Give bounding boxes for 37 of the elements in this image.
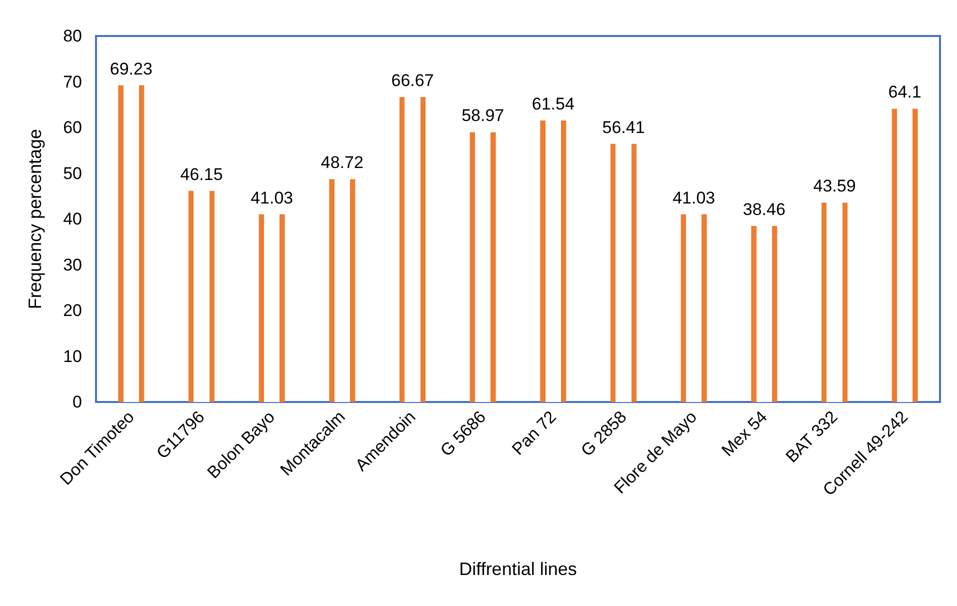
y-tick-label: 50 <box>63 164 82 183</box>
bar <box>400 96 426 402</box>
bar <box>680 214 707 402</box>
y-tick-label: 40 <box>63 210 82 228</box>
y-tick-label: 80 <box>63 26 82 46</box>
y-tick-label: 10 <box>63 346 82 366</box>
bar <box>329 179 356 402</box>
bar <box>258 214 285 402</box>
y-tick-label: 20 <box>63 301 82 320</box>
data-label: 48.72 <box>320 153 364 172</box>
data-label: 46.15 <box>180 164 223 184</box>
y-tick-label: 60 <box>63 118 82 137</box>
x-axis-title: Diffrential lines <box>459 559 577 579</box>
data-label: 38.46 <box>742 200 786 220</box>
bar <box>540 120 566 402</box>
y-tick-label: 70 <box>63 72 82 92</box>
data-label: 58.97 <box>462 106 504 126</box>
data-label: 61.54 <box>532 94 574 114</box>
data-label: 41.03 <box>250 188 294 208</box>
y-tick-label: 30 <box>63 255 82 274</box>
data-label: 69.23 <box>110 59 152 78</box>
x-tick-label: Pan 72 <box>508 407 560 459</box>
y-axis-title: Frequency percentage <box>25 128 45 310</box>
bar <box>470 132 496 402</box>
data-label: 56.41 <box>602 118 645 137</box>
data-label: 43.59 <box>813 176 856 196</box>
bar <box>892 108 918 402</box>
data-label: 66.67 <box>391 70 434 90</box>
data-label: 64.1 <box>888 82 922 102</box>
bar <box>188 190 214 402</box>
bar <box>610 144 636 402</box>
bar <box>751 226 778 402</box>
data-label: 41.03 <box>672 188 716 208</box>
x-tick-label: Mex 54 <box>718 407 771 460</box>
bar <box>118 85 144 402</box>
y-tick-label: 0 <box>72 392 82 412</box>
bar <box>822 202 848 402</box>
